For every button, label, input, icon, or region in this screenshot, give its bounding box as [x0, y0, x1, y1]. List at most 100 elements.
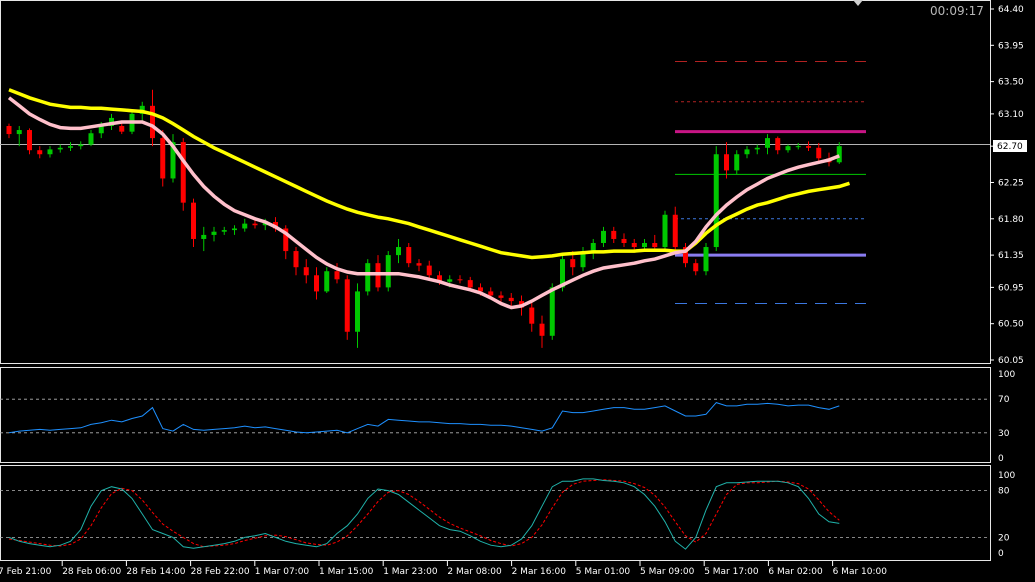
- price-tick-label: 64.40: [998, 5, 1024, 15]
- candle-body: [406, 247, 412, 264]
- candle-body: [232, 228, 237, 231]
- rsi-tick-label: 70: [998, 395, 1010, 405]
- rsi-line: [8, 402, 840, 434]
- candle-body: [560, 259, 565, 288]
- candle-body: [396, 247, 401, 256]
- time-tick-label: 28 Feb 06:00: [62, 567, 121, 577]
- time-tick-label: 28 Feb 22:00: [191, 567, 250, 577]
- chart-shift-marker-icon[interactable]: [853, 0, 863, 6]
- candle-body: [765, 138, 770, 148]
- price-axis[interactable]: 64.40 63.95 63.50 63.10 62.70 62.25 61.80 61.35…: [990, 5, 1024, 366]
- candle-body: [652, 243, 658, 248]
- candle-body: [744, 149, 750, 155]
- price-tick-label: 63.50: [998, 78, 1024, 88]
- candle-body: [683, 247, 688, 264]
- candle-body: [160, 138, 166, 179]
- candle-body: [611, 230, 617, 239]
- rsi-tick-label: 30: [998, 429, 1010, 439]
- stoch-tick-label: 80: [998, 487, 1010, 497]
- candle-body: [601, 230, 606, 243]
- time-tick-label: 28 Feb 14:00: [126, 567, 185, 577]
- candle-body: [724, 154, 729, 171]
- candle-body: [816, 147, 822, 159]
- stoch-axis: 100 80 20 0: [998, 471, 1015, 559]
- candle-body: [795, 146, 801, 148]
- stoch-signal-line: [8, 479, 840, 548]
- stoch-tick-label: 0: [998, 549, 1004, 559]
- stoch-levels: [0, 490, 990, 538]
- candle-body: [119, 126, 125, 132]
- time-tick-label: 1 Mar 15:00: [319, 567, 374, 577]
- candle-body: [98, 126, 104, 134]
- candle-body: [314, 275, 319, 292]
- stoch-tick-label: 100: [998, 471, 1015, 481]
- candle-body: [47, 149, 53, 155]
- candle-body: [734, 154, 740, 171]
- candle-body: [88, 133, 94, 145]
- candle-body: [693, 263, 699, 272]
- horizontal-levels[interactable]: [0, 60, 990, 305]
- candle-body: [324, 271, 330, 292]
- price-tick-label: 60.05: [998, 356, 1024, 366]
- candle-body: [662, 214, 668, 248]
- candle-body: [539, 323, 545, 336]
- candle-body: [191, 202, 196, 239]
- candle-body: [703, 247, 709, 272]
- candle-body: [580, 251, 586, 268]
- ma-slow-line: [8, 88, 851, 260]
- time-tick-label: 5 Mar 17:00: [704, 567, 759, 577]
- time-tick-label: 5 Mar 09:00: [640, 567, 695, 577]
- candle-body: [806, 146, 811, 148]
- candle-body: [754, 147, 760, 150]
- candle-body: [170, 142, 176, 179]
- candle-body: [836, 146, 842, 163]
- candle-body: [252, 223, 258, 226]
- candle-body: [672, 214, 678, 248]
- candle-body: [78, 144, 84, 147]
- candle-body: [57, 147, 63, 150]
- candle-body: [437, 275, 442, 282]
- candle-body: [498, 295, 504, 298]
- candle-body: [529, 307, 535, 324]
- candle-body: [426, 265, 432, 276]
- candle-body: [6, 126, 12, 135]
- time-tick-label: 1 Mar 23:00: [383, 567, 438, 577]
- stoch-main-line: [8, 478, 840, 550]
- candle-body: [447, 279, 453, 282]
- time-tick-label: 6 Mar 10:00: [833, 567, 888, 577]
- price-tick-label: 60.50: [998, 320, 1024, 330]
- candle-body: [283, 228, 289, 252]
- time-axis[interactable]: 7 Feb 21:00 28 Feb 06:00 28 Feb 14:00 28 Fe…: [0, 561, 887, 577]
- candle-body: [344, 279, 350, 332]
- candle-body: [467, 280, 473, 288]
- candle-body: [293, 251, 299, 268]
- time-tick-label: 5 Mar 01:00: [576, 567, 631, 577]
- candle-body: [549, 287, 555, 336]
- candle-body: [713, 154, 719, 248]
- time-tick-label: 2 Mar 08:00: [447, 567, 502, 577]
- stoch-tick-label: 20: [998, 533, 1010, 543]
- chart-frame: [0, 0, 991, 561]
- time-tick-label: 1 Mar 07:00: [255, 567, 310, 577]
- candle-body: [416, 263, 422, 266]
- rsi-levels: [0, 398, 990, 434]
- candle-body: [631, 243, 637, 248]
- candle-body: [16, 130, 22, 135]
- candle-body: [150, 105, 155, 139]
- candle-body: [303, 267, 309, 276]
- candle-body: [68, 146, 73, 148]
- candle-body: [365, 263, 371, 292]
- price-tick-label: 63.95: [998, 41, 1024, 51]
- current-price-tag: 62.70: [993, 140, 1027, 152]
- price-tick-label: 61.35: [998, 251, 1024, 261]
- rsi-tick-label: 100: [998, 370, 1015, 380]
- candle-body: [180, 142, 186, 203]
- candle-body: [37, 150, 43, 155]
- rsi-axis: 100 70 30 0: [998, 370, 1015, 464]
- candle-body: [775, 138, 781, 151]
- time-tick-label: 7 Feb 21:00: [0, 567, 52, 577]
- candle-body: [478, 287, 483, 292]
- candle-body: [642, 243, 647, 248]
- candlesticks: [6, 89, 842, 348]
